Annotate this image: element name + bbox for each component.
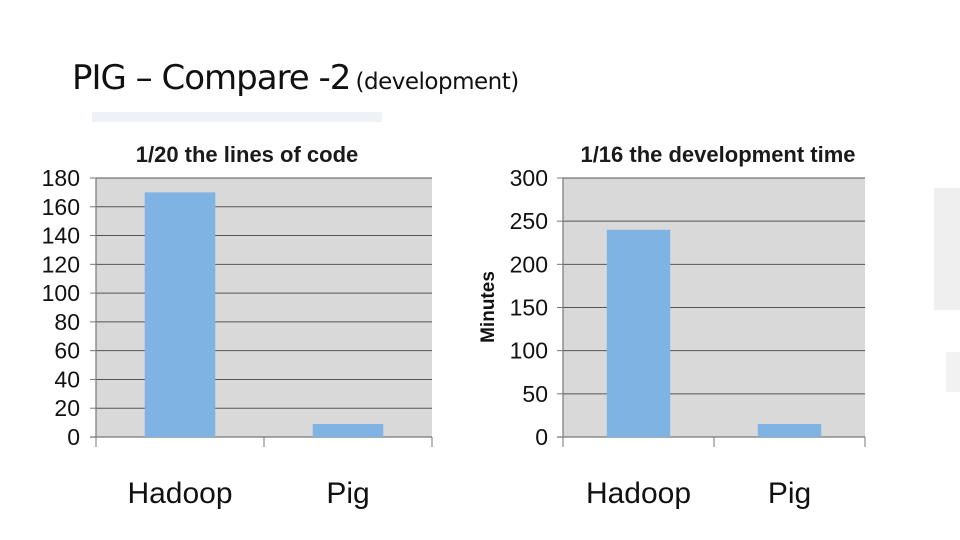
y-tick-label: 100 (510, 338, 548, 364)
bar-hadoop (144, 192, 216, 437)
slide-title: PIG – Compare -2 (development) (72, 58, 519, 98)
y-tick-label: 40 (54, 366, 80, 392)
y-tick-label: 50 (522, 381, 548, 407)
y-tick-label: 180 (42, 165, 80, 191)
y-tick-label: 300 (510, 165, 548, 191)
x-category-label: Hadoop (586, 477, 691, 510)
y-tick-label: 200 (510, 251, 548, 277)
bar-chart-2: 0 50 100 150 200 250 300 Hadoop Pig 1/16 the deve… (478, 142, 866, 510)
chart-title: 1/16 the development time (580, 142, 855, 167)
background-decoration (946, 352, 960, 392)
bar-pig (757, 424, 822, 437)
y-tick-label: 140 (42, 223, 80, 249)
y-tick-label: 0 (535, 424, 548, 450)
y-tick-label: 100 (42, 280, 80, 306)
y-tick-label: 250 (510, 208, 548, 234)
x-category-label: Pig (326, 477, 369, 510)
y-tick-label: 0 (67, 424, 80, 450)
x-category-label: Hadoop (127, 477, 232, 510)
bar-pig (312, 424, 384, 437)
x-category-label: Pig (768, 477, 811, 510)
slide-title-sub: (development) (355, 69, 520, 95)
y-tick-label: 60 (54, 338, 80, 364)
y-tick-label: 120 (42, 251, 80, 277)
slide-title-main: PIG – Compare -2 (72, 58, 351, 98)
bar-hadoop (606, 229, 671, 437)
background-decoration (934, 188, 960, 310)
y-axis-title: Minutes (478, 271, 499, 343)
y-tick-label: 20 (54, 395, 80, 421)
y-tick-label: 80 (54, 309, 80, 335)
background-decoration (92, 112, 382, 122)
y-tick-label: 160 (42, 194, 80, 220)
y-tick-label: 150 (510, 295, 548, 321)
chart-title: 1/20 the lines of code (136, 142, 359, 167)
